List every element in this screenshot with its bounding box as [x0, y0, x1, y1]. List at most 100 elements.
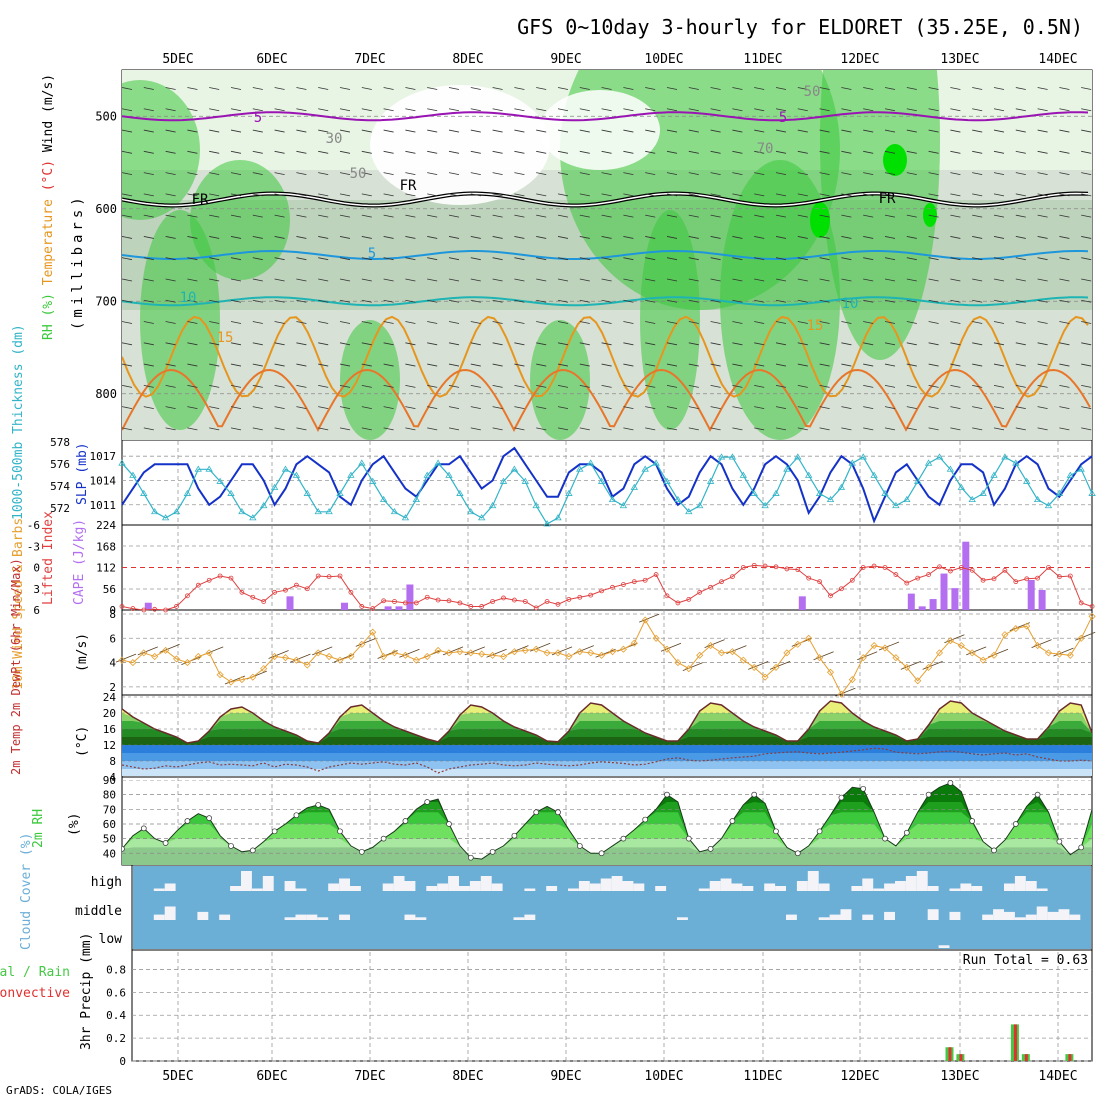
- cloud-level-label: middle: [75, 904, 122, 919]
- rh-point: [162, 840, 169, 846]
- thickness-point: [750, 489, 758, 496]
- wind-barb: [863, 257, 874, 261]
- temp-tick: 8: [109, 755, 116, 768]
- wind-barb: [732, 236, 743, 239]
- cloud-label: Cloud Cover (%): [19, 833, 34, 950]
- wind-barb: [666, 342, 678, 346]
- isotherm-line: [122, 315, 1089, 398]
- wind-speed-point: [390, 649, 399, 657]
- cloud-high-bar: [262, 876, 274, 891]
- wind-barb: [492, 108, 503, 112]
- wind-speed-point: [227, 678, 235, 686]
- wind-barb: [928, 406, 939, 410]
- cloud-high-bar: [448, 876, 459, 891]
- wind-barb: [797, 321, 808, 324]
- top-day-label: 10DEC: [644, 52, 683, 67]
- wind-barb: [1059, 87, 1070, 90]
- wind-speed-point: [303, 661, 311, 669]
- wind-speed-point: [576, 648, 584, 656]
- wind-barb: [361, 299, 372, 303]
- lifted-index-point: [708, 584, 713, 590]
- wind-barb: [944, 634, 965, 644]
- wind-barb: [274, 87, 285, 90]
- wind-barb: [252, 342, 263, 346]
- wind-barb: [1037, 406, 1048, 410]
- wind-barb: [1037, 278, 1048, 282]
- wind-barb: [383, 193, 394, 197]
- rh-point: [184, 818, 191, 824]
- cape-bar: [962, 541, 970, 610]
- thickness-point: [1044, 501, 1053, 509]
- wind-barb: [993, 193, 1005, 197]
- rh-point: [315, 802, 322, 808]
- wind-barb: [230, 406, 242, 410]
- thickness-point: [815, 489, 824, 496]
- wind-barb: [797, 108, 808, 112]
- wind-barb: [1037, 236, 1048, 239]
- cloud-middle-bar: [524, 914, 536, 920]
- wind-speed-point: [772, 663, 780, 671]
- thickness-point: [1033, 495, 1042, 503]
- thickness-point: [499, 477, 508, 484]
- rh-point: [969, 818, 976, 824]
- wind-barb: [906, 87, 917, 90]
- wind-barb: [405, 342, 416, 346]
- wind-barb: [601, 406, 612, 410]
- lifted-index-point: [631, 579, 637, 585]
- wind-barb: [333, 653, 355, 663]
- wind-barb: [906, 363, 917, 367]
- wind-barb: [296, 150, 307, 154]
- wind-barb: [797, 172, 808, 175]
- wind-barb: [296, 257, 307, 261]
- wind-barb: [427, 384, 438, 388]
- wind-barb: [710, 150, 721, 154]
- lifted-index-point: [250, 594, 256, 600]
- wind-barb: [688, 193, 699, 197]
- wind-speed-point: [292, 656, 300, 664]
- wind-barb: [645, 87, 656, 90]
- wind-barb: [710, 384, 721, 388]
- cloud-middle-bar: [164, 906, 176, 920]
- wind-barb: [906, 236, 917, 239]
- wind-barb: [819, 150, 830, 154]
- wind-barb: [470, 150, 481, 154]
- wind-barb: [863, 406, 874, 410]
- wind-barb: [797, 363, 808, 367]
- wind-barb: [863, 172, 874, 175]
- wind-barb: [841, 150, 852, 154]
- pressure-tick: 800: [95, 387, 117, 401]
- wind-barb: [470, 278, 481, 282]
- wind-barb: [645, 427, 656, 431]
- wind-barb: [492, 299, 503, 303]
- wind-barb: [361, 278, 372, 282]
- thickness-tick: 572: [50, 502, 70, 515]
- wind-barb: [405, 363, 416, 367]
- thickness-point: [161, 514, 170, 521]
- wind-barb: [361, 236, 372, 239]
- wind-barb: [666, 321, 678, 324]
- wind-speed-point: [172, 655, 181, 663]
- thickness-line: [121, 456, 1093, 525]
- wind-barb: [252, 363, 263, 367]
- wind-barb: [405, 257, 416, 261]
- lifted-index-point: [773, 564, 779, 570]
- cape-bar: [940, 573, 948, 610]
- bottom-day-label: 9DEC: [550, 1069, 581, 1084]
- lifted-index-point: [740, 565, 746, 570]
- lifted-index-point: [370, 606, 376, 611]
- wind-speed-point: [630, 639, 638, 647]
- wind-barb: [797, 193, 808, 197]
- wind-barb: [536, 108, 547, 112]
- wind-barb: [274, 236, 285, 239]
- rh-point: [991, 847, 997, 854]
- cloud-high-bar: [546, 886, 558, 891]
- rh-point: [576, 843, 583, 849]
- wind-barb: [993, 321, 1005, 324]
- wind-barb: [165, 321, 176, 324]
- lifted-index-point: [849, 577, 855, 583]
- bottom-day-label: 10DEC: [644, 1069, 683, 1084]
- wind-barb: [383, 406, 394, 410]
- wind-barb: [754, 150, 765, 154]
- cape-bar: [406, 584, 414, 610]
- precip-tick: 0: [119, 1055, 126, 1068]
